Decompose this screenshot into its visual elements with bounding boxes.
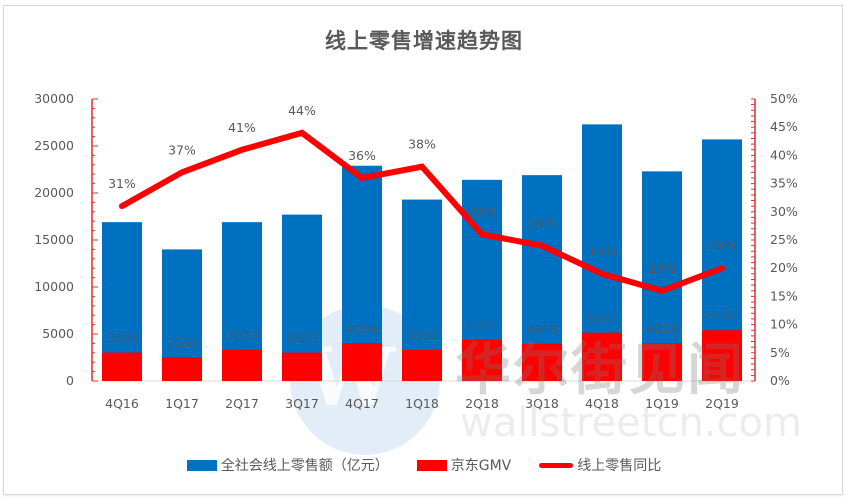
jd-gmv-data-label: 5402: [706, 308, 738, 323]
legend-item-yoy[interactable]: 线上零售同比: [539, 455, 661, 475]
bar-jd-gmv: [162, 357, 202, 381]
legend-label: 京东GMV: [450, 458, 512, 474]
yoy-data-label: 37%: [168, 142, 196, 157]
bar-jd-gmv: [342, 343, 382, 381]
yoy-data-label: 31%: [108, 176, 136, 191]
yoy-data-label: 24%: [528, 216, 556, 231]
x-tick-label: 2Q18: [465, 396, 499, 411]
y-right-tick-label: 25%: [770, 232, 798, 247]
jd-gmv-data-label: 3948: [526, 322, 558, 337]
bar-jd-gmv: [282, 352, 322, 381]
chart-title: 线上零售增速趋势图: [325, 29, 523, 53]
x-tick-label: 4Q17: [345, 396, 379, 411]
bar-jd-gmv: [402, 349, 442, 381]
x-tick-label: 2Q17: [225, 396, 259, 411]
legend-swatch-red-bar: [416, 459, 447, 471]
jd-gmv-data-label: 3025: [286, 331, 318, 346]
y-left-tick-label: 15000: [34, 232, 74, 247]
x-tick-label: 1Q17: [165, 396, 199, 411]
y-right-tick-label: 0%: [770, 373, 790, 388]
legend-label: 全社会线上零售额（亿元）: [220, 458, 389, 474]
yoy-data-label: 19%: [588, 244, 616, 259]
x-tick-label: 3Q18: [525, 396, 559, 411]
y-left-tick-label: 10000: [34, 279, 74, 294]
y-left-tick-label: 30000: [34, 91, 74, 106]
y-right-tick-label: 15%: [770, 288, 798, 303]
y-left-tick-label: 0: [66, 373, 74, 388]
legend-item-jd-gmv[interactable]: 京东GMV: [416, 455, 512, 475]
x-tick-label: 2Q19: [705, 396, 739, 411]
bar-jd-gmv: [102, 352, 142, 381]
jd-gmv-data-label: 3353: [226, 327, 258, 342]
yoy-data-label: 20%: [708, 238, 736, 253]
bar-jd-gmv: [222, 349, 262, 381]
yoy-data-label: 36%: [348, 148, 376, 163]
x-tick-label: 4Q18: [585, 396, 619, 411]
watermark-text: 华尔街见闻: [455, 337, 745, 403]
yoy-data-label: 41%: [228, 120, 256, 135]
y-right-tick-label: 40%: [770, 147, 798, 162]
yoy-data-label: 16%: [648, 261, 676, 276]
yoy-data-label: 44%: [288, 103, 316, 118]
legend-label: 线上零售同比: [577, 458, 662, 474]
y-right-tick-label: 45%: [770, 119, 798, 134]
legend: 全社会线上零售额（亿元） 京东GMV 线上零售同比: [0, 455, 848, 475]
x-tick-label: 3Q17: [285, 396, 319, 411]
x-tick-label: 1Q19: [645, 396, 679, 411]
legend-item-online-retail[interactable]: 全社会线上零售额（亿元）: [186, 455, 389, 475]
y-left-tick-label: 20000: [34, 185, 74, 200]
jd-gmv-data-label: 3302: [406, 328, 438, 343]
y-right-tick-label: 35%: [770, 176, 798, 191]
bar-jd-gmv: [582, 332, 622, 381]
y-right-tick-label: 10%: [770, 317, 798, 332]
y-right-tick-label: 5%: [770, 345, 790, 360]
y-left-tick-label: 5000: [42, 326, 74, 341]
y-right-tick-label: 30%: [770, 204, 798, 219]
x-tick-label: 1Q18: [405, 396, 439, 411]
bar-jd-gmv: [702, 330, 742, 381]
watermark-url: wallstreetcn.com: [460, 400, 802, 446]
legend-swatch-blue-bar: [186, 459, 217, 471]
jd-gmv-data-label: 2532: [166, 335, 198, 350]
y-left-tick-label: 25000: [34, 138, 74, 153]
jd-gmv-data-label: 4374: [466, 318, 498, 333]
legend-swatch-red-line: [539, 462, 574, 468]
jd-gmv-data-label: 4034: [346, 321, 378, 336]
jd-gmv-data-label: 5144: [586, 311, 618, 326]
yoy-data-label: 38%: [408, 137, 436, 152]
x-tick-label: 4Q16: [105, 396, 139, 411]
y-right-tick-label: 50%: [770, 91, 798, 106]
bar-jd-gmv: [462, 339, 502, 381]
jd-gmv-data-label: 4028: [646, 321, 678, 336]
bar-jd-gmv: [522, 343, 562, 381]
yoy-data-label: 26%: [468, 204, 496, 219]
bar-jd-gmv: [642, 343, 682, 381]
jd-gmv-data-label: 3030: [106, 331, 138, 346]
y-right-tick-label: 20%: [770, 260, 798, 275]
